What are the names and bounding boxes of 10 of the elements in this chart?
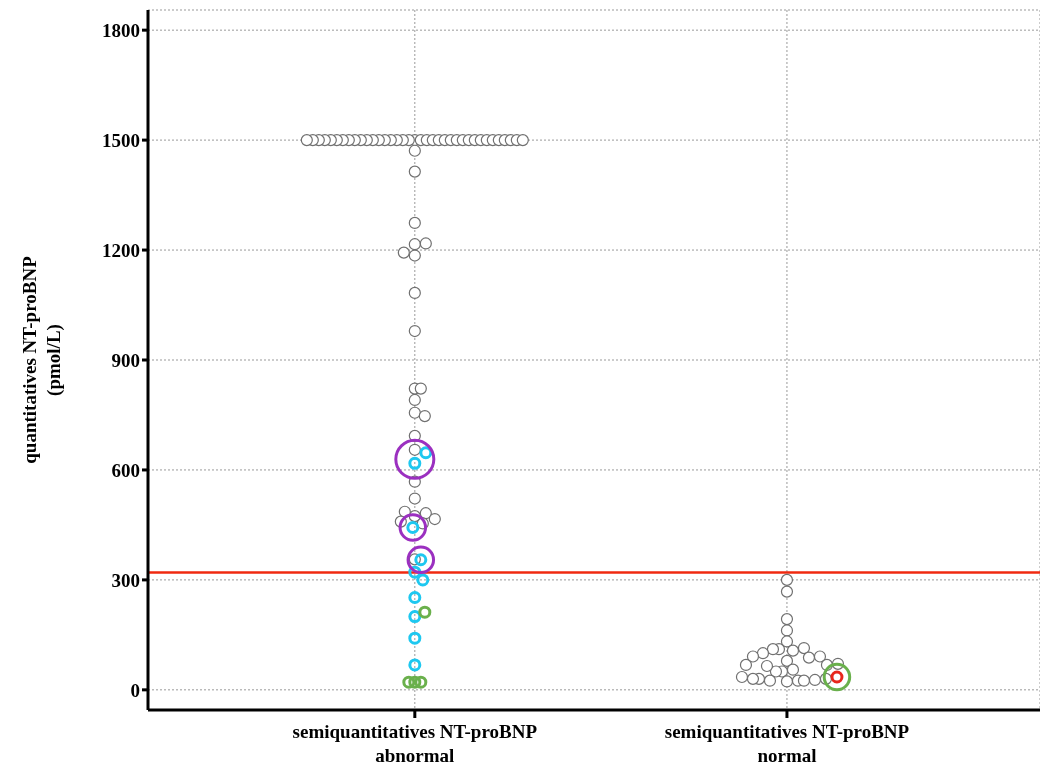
y-tick-label: 1500 [102,129,140,151]
y-tick-label: 300 [111,569,140,591]
y-axis-title: quantitatives NT-proBNP (pmol/L) [19,255,65,464]
y-tick-label: 0 [130,679,140,701]
x-tick-label: semiquantitatives NT-proBNP normal [664,721,910,766]
x-tick-label: semiquantitatives NT-proBNP abnormal [292,721,538,766]
y-tick-label: 1200 [102,239,140,261]
y-tick-label: 1800 [102,19,140,41]
y-tick-label: 900 [111,349,140,371]
y-tick-label: 600 [111,459,140,481]
